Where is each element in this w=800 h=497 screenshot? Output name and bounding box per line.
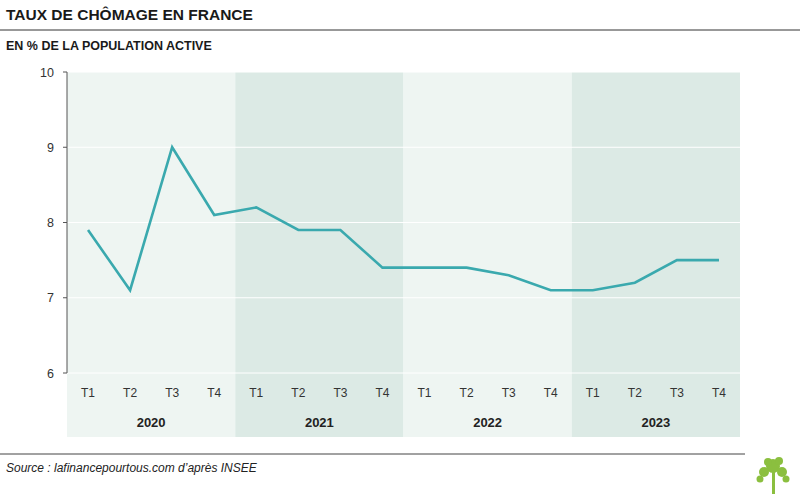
logo-leaf [757, 476, 764, 483]
y-axis [67, 72, 68, 373]
x-tick-label: T3 [670, 386, 684, 400]
logo-leaf [777, 467, 787, 477]
x-tick-label: T4 [544, 386, 558, 400]
grid-line [67, 72, 740, 73]
year-band [572, 72, 740, 437]
x-tick-label: T1 [586, 386, 600, 400]
y-tick [63, 147, 67, 148]
year-label: 2020 [137, 415, 166, 430]
grid-line [67, 373, 740, 374]
year-label: 2021 [305, 415, 334, 430]
y-tick-label: 9 [47, 141, 54, 155]
subtitle: EN % DE LA POPULATION ACTIVE [6, 39, 212, 53]
x-tick-label: T2 [291, 386, 305, 400]
x-tick-label: T1 [249, 386, 263, 400]
x-tick-label: T2 [123, 386, 137, 400]
title: TAUX DE CHÔMAGE EN FRANCE [6, 6, 253, 23]
source: Source : lafinancepourtous.com d’après I… [6, 461, 258, 475]
logo [757, 457, 790, 494]
y-tick-label: 6 [47, 367, 54, 381]
y-tick-label: 7 [47, 291, 54, 305]
source-rule [0, 454, 745, 455]
x-tick-label: T3 [502, 386, 516, 400]
series-group [88, 147, 719, 290]
y-tick [63, 297, 67, 298]
grid-line [67, 297, 740, 298]
logo-leaf [775, 457, 783, 465]
year-band [235, 72, 403, 437]
y-tick-label: 10 [40, 66, 54, 80]
x-tick-label: T4 [207, 386, 221, 400]
x-tick-label: T2 [460, 386, 474, 400]
series-line [88, 147, 719, 290]
chart: TAUX DE CHÔMAGE EN FRANCE EN % DE LA POPU… [0, 0, 800, 497]
logo-leaf [764, 458, 772, 466]
logo-leaf [783, 476, 790, 483]
x-tick-label: T3 [165, 386, 179, 400]
title-rule [0, 30, 800, 31]
year-label: 2023 [641, 415, 670, 430]
x-tick-label: T4 [712, 386, 726, 400]
x-tick-label: T1 [418, 386, 432, 400]
x-tick-label: T2 [628, 386, 642, 400]
year-band [404, 72, 572, 437]
year-label: 2022 [473, 415, 502, 430]
y-tick-label: 8 [47, 216, 54, 230]
y-tick [63, 222, 67, 223]
x-tick-label: T3 [333, 386, 347, 400]
grid-line [67, 222, 740, 223]
year-band [67, 72, 235, 437]
x-tick-label: T1 [81, 386, 95, 400]
y-tick [63, 373, 67, 374]
y-tick [63, 72, 67, 73]
x-tick-label: T4 [375, 386, 389, 400]
grid-line [67, 147, 740, 148]
logo-leaf [759, 467, 769, 477]
